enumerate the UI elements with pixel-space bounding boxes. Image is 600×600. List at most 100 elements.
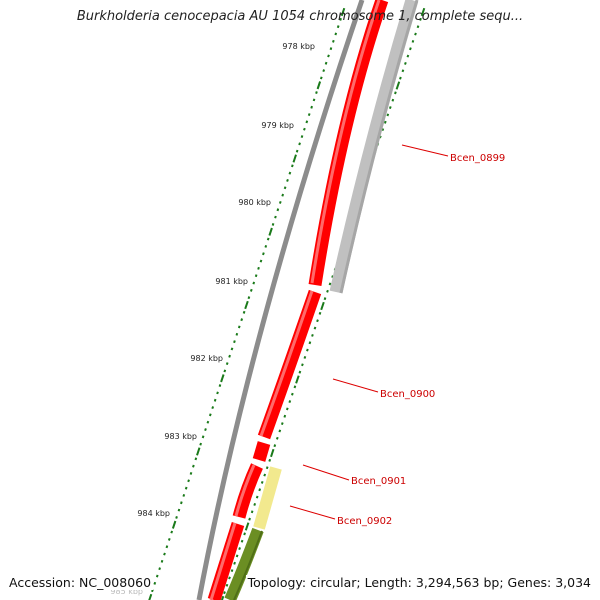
outer-scale-minor-tick [298,370,302,374]
cds-forward-segment-2 [257,289,322,440]
sequence-summary-label: Topology: circular; Length: 3,294,563 bp… [245,575,593,590]
outer-scale-minor-tick [416,25,420,29]
outer-scale-minor-tick [235,554,239,558]
inner-scale-minor-tick [163,552,166,556]
inner-scale-minor-tick [271,223,275,226]
outer-scale-minor-tick [303,355,307,359]
inner-scale-major-tick [244,300,249,310]
inner-scale-major-tick [292,154,297,163]
outer-scale-minor-tick [263,473,267,477]
cds-forward-segment-4 [232,463,263,519]
position-label-980-kbp: 980 kbp [238,198,271,207]
inner-scale-minor-tick [155,574,159,578]
inner-scale-minor-tick [252,281,256,285]
outer-scale-major-tick [244,522,250,531]
inner-scale-minor-tick [206,420,210,424]
outer-scale-minor-tick [399,76,402,80]
outer-scale-minor-tick [291,392,294,396]
inner-scale-minor-tick [283,186,287,190]
outer-tick-marks [220,7,426,600]
gene-label-bcen-0900[interactable]: Bcen_0900 [380,389,435,400]
outer-scale-minor-tick [260,480,264,484]
outer-scale-minor-tick [419,17,422,21]
inner-scale-minor-tick [187,479,190,483]
outer-scale-minor-tick [230,569,234,573]
outer-scale-minor-tick [318,311,322,315]
gene-label-bcen-0899[interactable]: Bcen_0899 [450,153,505,164]
inner-scale-minor-tick [254,274,258,278]
inner-scale-minor-tick [242,310,246,314]
inner-scale-minor-tick [218,384,222,387]
outer-scale-minor-tick [280,422,284,426]
inner-scale-minor-tick [266,237,270,241]
position-label-978-kbp: 978 kbp [282,42,315,51]
inner-scale-minor-tick [336,25,340,29]
outer-scale-minor-tick [301,363,304,367]
position-label-985-kbp: 985 kbp [110,587,143,596]
inner-scale-minor-tick [184,486,188,490]
inner-scale-minor-tick [334,32,338,36]
outer-scale-minor-tick [388,106,392,110]
outer-scale-minor-tick [248,517,251,521]
inner-scale-minor-tick [192,464,195,468]
outer-scale-minor-tick [404,61,407,65]
cds-forward-segment-4-highlight [234,464,256,517]
inner-scale-minor-tick [319,76,323,80]
inner-scale-minor-tick [194,457,198,461]
cds-reverse-gray [329,0,419,294]
inner-scale-minor-tick [237,325,241,329]
outer-scale-minor-tick [233,561,236,565]
inner-scale-minor-tick [208,413,212,417]
inner-scale-minor-tick [249,288,253,292]
inner-scale-minor-tick [295,149,299,153]
cds-forward-segment-2-highlight [259,290,314,437]
inner-scale-minor-tick [199,442,202,446]
map-title: Burkholderia cenocepacia AU 1054 chromos… [76,9,524,24]
outer-scale-minor-tick [328,282,332,286]
inner-scale-minor-tick [177,508,181,512]
inner-tick-marks [148,7,346,600]
outer-scale-minor-tick [243,532,246,536]
outer-scale-minor-tick [240,539,244,543]
outer-scale-major-tick [320,301,325,311]
inner-scale-minor-tick [158,567,161,571]
outer-scale-major-tick [220,595,225,600]
inner-scale-minor-tick [204,428,207,432]
outer-scale-minor-tick [275,436,279,440]
inner-scale-minor-tick [233,340,236,344]
inner-scale-minor-tick [312,98,316,102]
outer-scale-minor-tick [391,98,395,102]
inner-scale-minor-tick [300,135,304,139]
inner-scale-major-tick [148,593,153,600]
outer-scale-minor-tick [283,414,287,418]
gene-label-bcen-0902[interactable]: Bcen_0902 [337,516,392,527]
inner-scale-minor-tick [189,471,193,475]
cds-reverse-green [224,527,264,600]
position-label-979-kbp: 979 kbp [261,121,294,130]
inner-scale-major-tick [220,374,225,383]
inner-scale-minor-tick [291,164,294,168]
inner-scale-minor-tick [307,113,311,117]
cds-forward-segment-5-highlight [209,522,237,600]
inner-scale-minor-tick [182,493,186,497]
inner-scale-minor-tick [298,142,301,146]
gene-label-bcen-0901[interactable]: Bcen_0901 [351,476,406,487]
cds-reverse-green-shadow [233,530,263,600]
inner-scale-minor-tick [170,530,174,534]
outer-scale-minor-tick [223,591,226,595]
position-label-982-kbp: 982 kbp [190,354,223,363]
cds-forward-segment-5 [207,522,245,600]
inner-scale-minor-tick [278,200,282,204]
inner-scale-major-tick [171,520,177,529]
inner-scale-minor-tick [329,47,333,51]
inner-scale-major-tick [196,447,201,456]
inner-scale-minor-tick [276,208,280,212]
leader-line-bcen-0901 [302,464,350,481]
inner-scale-minor-tick [339,17,342,21]
outer-scale-minor-tick [258,488,262,492]
outer-scale-minor-tick [383,120,387,124]
leader-line-bcen-0902 [289,505,336,520]
inner-scale-minor-tick [274,215,277,219]
outer-scale-minor-tick [238,547,241,551]
